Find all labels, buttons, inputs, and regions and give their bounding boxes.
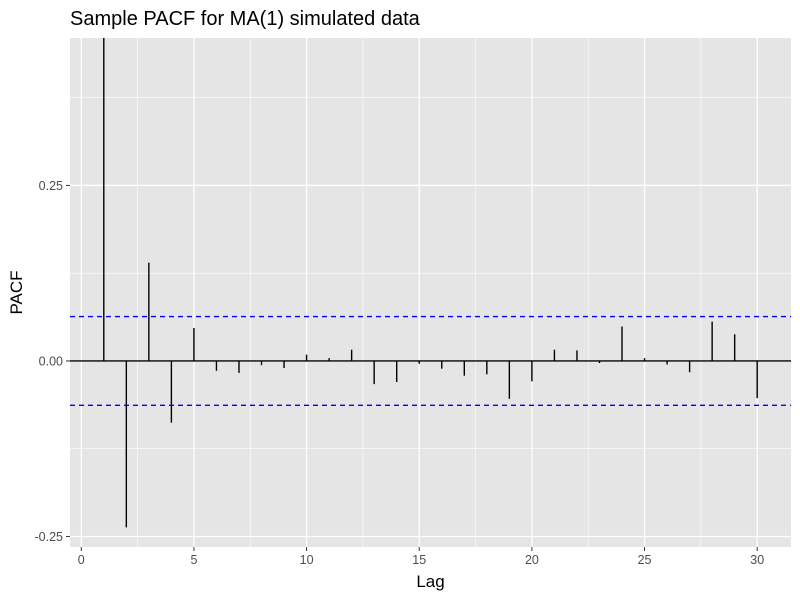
y-tick-label: 0.00 bbox=[39, 354, 63, 368]
y-axis-title: PACF bbox=[7, 270, 26, 314]
y-tick-label: -0.25 bbox=[35, 530, 64, 544]
pacf-bars bbox=[103, 38, 758, 528]
minor-gridlines bbox=[70, 38, 791, 547]
x-tick-label: 0 bbox=[78, 553, 85, 567]
x-tick-label: 30 bbox=[750, 553, 764, 567]
x-tick-label: 10 bbox=[300, 553, 314, 567]
x-axis: 0 5 10 15 20 25 30 bbox=[78, 547, 764, 567]
x-tick-label: 20 bbox=[525, 553, 539, 567]
confidence-bounds bbox=[70, 315, 791, 407]
x-tick-label: 15 bbox=[412, 553, 426, 567]
plot-panel bbox=[70, 38, 791, 547]
y-axis: -0.25 0.00 0.25 bbox=[35, 179, 70, 544]
x-tick-label: 25 bbox=[638, 553, 652, 567]
x-axis-title: Lag bbox=[416, 572, 444, 591]
chart-title: Sample PACF for MA(1) simulated data bbox=[70, 8, 421, 30]
x-tick-label: 5 bbox=[190, 553, 197, 567]
y-tick-label: 0.25 bbox=[39, 179, 63, 193]
